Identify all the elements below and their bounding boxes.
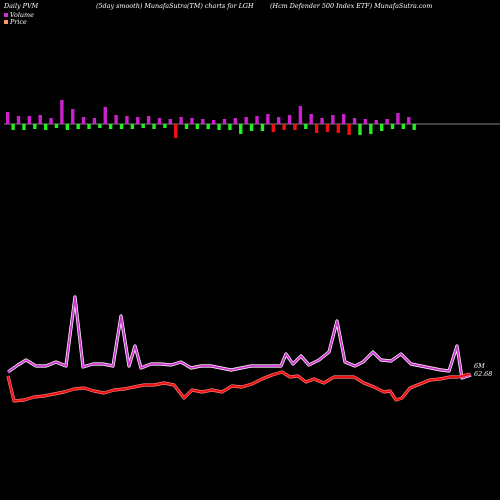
legend-volume-label: Volume [10, 11, 34, 19]
pvm-bar [174, 124, 178, 138]
pvm-bar [412, 124, 416, 130]
pvm-bar [201, 119, 205, 124]
pvm-bar [260, 124, 265, 131]
volume-line [7, 296, 472, 379]
pvm-bar [184, 124, 189, 129]
legend-price-swatch [4, 20, 8, 24]
pvm-bar [320, 118, 324, 124]
pvm-bar [407, 117, 411, 124]
pvm-bar [217, 124, 221, 130]
pvm-bar [228, 124, 232, 130]
header-right: (Hcm Defender 500 Index ETF) MunafaSutra… [270, 2, 432, 10]
pvm-bar [325, 124, 330, 132]
legend-price-label: Price [9, 18, 27, 26]
pvm-bar [379, 124, 384, 131]
pvm-bar [152, 124, 156, 129]
pvm-bar [401, 124, 406, 129]
pvm-bar [136, 117, 140, 124]
header-left: Daily PVM [3, 2, 39, 10]
pvm-bar [179, 117, 183, 124]
pvm-bar [195, 124, 200, 129]
pvm-bar [163, 124, 167, 128]
pvm-bar [396, 113, 400, 124]
pvm-bar [271, 124, 275, 132]
pvm-bar [168, 119, 172, 124]
volume-end-label: 6M [474, 362, 485, 370]
pvm-bar [233, 118, 238, 124]
pvm-bar [114, 115, 118, 124]
pvm-bar [125, 116, 129, 124]
pvm-bar [363, 119, 368, 124]
pvm-bar [390, 124, 395, 129]
header-mid: (5day smooth) MunafaSutra(TM) charts for… [96, 2, 254, 10]
pvm-bar [239, 124, 243, 134]
pvm-bar [374, 120, 378, 124]
pvm-bar [81, 117, 86, 124]
pvm-bar [385, 119, 389, 124]
pvm-bar [6, 112, 10, 124]
pvm-bar [119, 124, 124, 129]
pvm-bar [65, 124, 70, 130]
pvm-bar [282, 124, 286, 130]
pvm-bar [146, 116, 151, 124]
price-line [7, 371, 471, 402]
pvm-bar [38, 115, 42, 124]
pvm-bar [244, 117, 248, 124]
pvm-bar [49, 118, 53, 124]
pvm-bar [22, 124, 26, 130]
pvm-bar [103, 107, 107, 124]
pvm-bar [309, 114, 313, 124]
pvm-bar [352, 118, 357, 124]
pvm-bar [98, 124, 102, 128]
pvm-bar [190, 118, 194, 124]
pvm-bar [277, 117, 281, 124]
pvm-bar [71, 109, 75, 124]
pvm-bar [33, 124, 37, 129]
pvm-bar [255, 116, 259, 124]
pvm-bar [331, 115, 335, 124]
pvm-bar [43, 124, 48, 130]
pvm-bar [342, 114, 346, 124]
pvm-bar [222, 119, 227, 124]
pvm-bar [16, 116, 21, 124]
pvm-bar [60, 100, 64, 124]
legend-volume-swatch [4, 13, 8, 17]
pvm-bar [287, 115, 292, 124]
pvm-bar [157, 118, 162, 124]
pvm-bar [266, 114, 270, 124]
pvm-bar [211, 120, 216, 124]
pvm-bar [314, 124, 319, 133]
pvm-bar [206, 124, 210, 129]
pvm-bar [130, 124, 135, 129]
pvm-bar [54, 124, 59, 128]
pvm-bar [76, 124, 80, 129]
pvm-bar [369, 124, 373, 134]
pvm-bar [293, 124, 297, 130]
pvm-bar [347, 124, 351, 135]
pvm-bar [298, 106, 303, 124]
pvm-bar [249, 124, 254, 131]
pvm-bar [27, 116, 32, 124]
price-end-label: 62.68 [474, 370, 492, 378]
pvm-bar [87, 124, 91, 129]
pvm-bar [11, 124, 15, 130]
pvm-bar [304, 124, 308, 129]
pvm-bars [6, 100, 416, 138]
pvm-bar [92, 118, 97, 124]
pvm-bar [358, 124, 362, 135]
pvm-bar [336, 124, 341, 133]
pvm-bar [141, 124, 145, 128]
pvm-bar [108, 124, 113, 129]
